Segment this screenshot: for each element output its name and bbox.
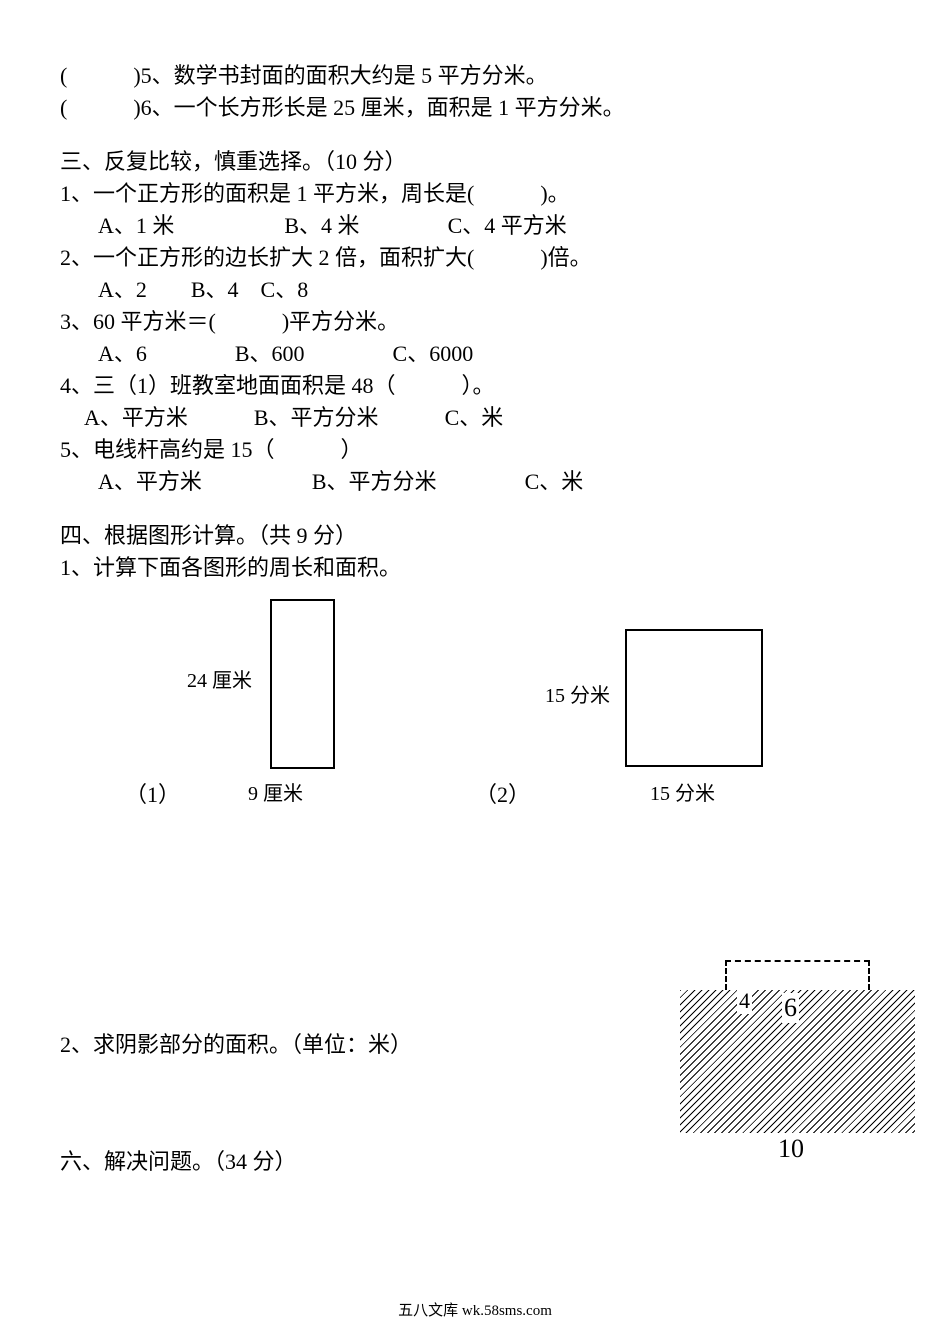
fig1-width-label: 9 厘米	[248, 777, 303, 806]
section4-title: 四、根据图形计算。（共 9 分）	[60, 520, 890, 552]
footer-text: 五八文库 wk.58sms.com	[0, 1299, 950, 1320]
label-10: 10	[778, 1134, 804, 1164]
tf-q6: ( )6、一个长方形长是 25 厘米，面积是 1 平方分米。	[60, 92, 890, 124]
cutout-rect	[725, 960, 870, 990]
figures-row: 24 厘米 9 厘米 （1） 15 分米 15 分米 （2）	[60, 594, 890, 804]
q4: 4、三（1）班教室地面面积是 48（ ）。	[60, 370, 890, 402]
fig2-number: （2）	[475, 777, 530, 809]
section3-title: 三、反复比较，慎重选择。（10 分）	[60, 146, 890, 178]
label-6: 6	[782, 993, 799, 1023]
section4-sub1: 1、计算下面各图形的周长和面积。	[60, 552, 890, 584]
q2-options: A、2 B、4 C、8	[60, 274, 890, 306]
q3: 3、60 平方米＝( )平方分米。	[60, 306, 890, 338]
label-4: 4	[737, 988, 752, 1014]
fig2-width-label: 15 分米	[650, 777, 715, 806]
square-shape	[625, 629, 763, 767]
figure-1: 24 厘米 9 厘米 （1）	[100, 594, 460, 804]
q4-options: A、平方米 B、平方分米 C、米	[60, 402, 890, 434]
q5-options: A、平方米 B、平方分米 C、米	[60, 466, 890, 498]
tf-q5: ( )5、数学书封面的面积大约是 5 平方分米。	[60, 60, 890, 92]
q3-options: A、6 B、600 C、6000	[60, 338, 890, 370]
figure-2: 15 分米 15 分米 （2）	[470, 594, 850, 804]
q1-options: A、1 米 B、4 米 C、4 平方米	[60, 210, 890, 242]
fig2-height-label: 15 分米	[545, 679, 610, 708]
shaded-figure: 4 6 10	[680, 960, 920, 1160]
q1: 1、一个正方形的面积是 1 平方米，周长是( )。	[60, 178, 890, 210]
q5: 5、电线杆高约是 15（ ）	[60, 434, 890, 466]
fig1-number: （1）	[125, 777, 180, 809]
rectangle-shape	[270, 599, 335, 769]
fig1-height-label: 24 厘米	[187, 664, 252, 693]
q2: 2、一个正方形的边长扩大 2 倍，面积扩大( )倍。	[60, 242, 890, 274]
